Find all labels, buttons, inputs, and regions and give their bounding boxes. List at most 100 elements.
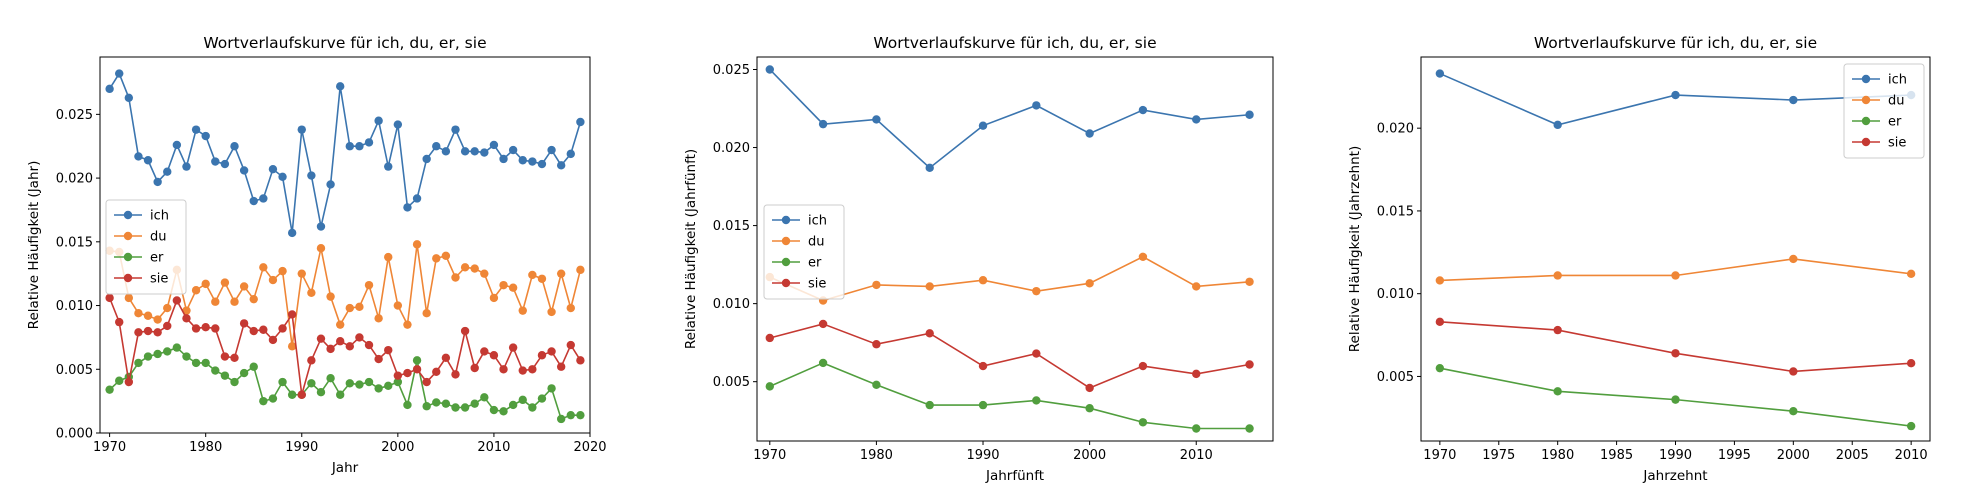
data-point-ich — [556, 161, 566, 170]
data-point-ich — [278, 172, 287, 182]
data-point-er — [765, 382, 774, 391]
data-point-er — [134, 358, 143, 368]
data-point-er — [268, 394, 278, 403]
series-line-sie — [769, 323, 1250, 389]
data-point-er — [508, 400, 518, 410]
data-point-ich — [249, 196, 258, 206]
legend-item-sie: sie — [772, 277, 826, 292]
x-tick-label: 2010 — [1895, 448, 1928, 463]
data-point-sie — [364, 340, 374, 350]
legend-label: du — [808, 235, 825, 250]
data-point-du — [355, 302, 364, 312]
data-point-ich — [307, 171, 316, 180]
legend-label: ich — [808, 214, 827, 229]
data-point-sie — [384, 345, 393, 355]
data-point-sie — [297, 390, 306, 399]
legend: ich du er sie — [1843, 63, 1925, 159]
legend-item-ich: ich — [1852, 73, 1907, 88]
data-point-du — [1789, 254, 1798, 264]
data-point-er — [422, 402, 431, 411]
data-point-sie — [576, 356, 585, 365]
data-point-er — [201, 358, 210, 368]
data-point-ich — [316, 222, 326, 231]
x-tick-label: 1975 — [1482, 448, 1515, 463]
data-point-ich — [1138, 105, 1148, 115]
data-point-sie — [556, 362, 566, 371]
data-point-ich — [403, 203, 412, 212]
series-line-ich — [769, 68, 1250, 169]
data-point-ich — [1553, 120, 1562, 130]
data-point-sie — [422, 377, 431, 387]
y-axis-label: Relative Häufigkeit (Jahrfünft) — [683, 149, 699, 349]
data-point-du — [297, 269, 306, 278]
data-point-er — [163, 347, 172, 356]
x-tick-label: 1980 — [1541, 448, 1574, 463]
data-point-ich — [345, 142, 354, 151]
data-point-ich — [384, 162, 393, 171]
data-point-er — [1032, 396, 1041, 405]
data-point-ich — [422, 154, 431, 164]
data-point-sie — [307, 356, 316, 365]
data-point-du — [403, 320, 412, 329]
data-point-sie — [1906, 359, 1916, 368]
data-point-sie — [143, 326, 153, 336]
data-point-sie — [316, 334, 326, 343]
data-point-du — [124, 293, 134, 303]
data-point-ich — [287, 228, 297, 238]
data-point-sie — [1032, 349, 1041, 358]
x-tick-label: 1990 — [966, 448, 999, 463]
data-point-er — [249, 362, 258, 371]
data-point-du — [1671, 271, 1680, 280]
data-point-du — [432, 254, 441, 263]
data-point-du — [393, 301, 403, 310]
data-point-er — [307, 379, 316, 388]
data-point-ich — [460, 147, 470, 156]
legend-label: du — [1888, 94, 1905, 109]
data-point-ich — [1085, 129, 1094, 138]
data-point-ich — [1245, 110, 1254, 119]
data-point-du — [268, 275, 278, 285]
legend-label: er — [150, 251, 164, 266]
data-point-er — [978, 400, 988, 410]
data-point-ich — [1671, 90, 1680, 100]
x-tick-label: 1970 — [753, 448, 786, 463]
x-tick-label: 1995 — [1718, 448, 1751, 463]
data-point-er — [105, 385, 114, 394]
data-point-sie — [925, 329, 934, 338]
data-point-du — [384, 252, 393, 262]
data-point-er — [1138, 418, 1148, 427]
data-point-du — [230, 297, 239, 306]
data-point-sie — [268, 335, 278, 345]
data-point-sie — [374, 354, 383, 364]
legend-marker-icon — [123, 273, 133, 283]
data-point-sie — [191, 324, 201, 333]
legend-marker-icon — [1861, 74, 1871, 84]
y-tick-label: 0.015 — [1377, 204, 1414, 219]
data-point-du — [239, 282, 249, 291]
data-point-ich — [925, 163, 934, 173]
data-point-sie — [355, 333, 364, 342]
data-point-ich — [191, 125, 201, 134]
y-tick-label: 0.005 — [713, 375, 750, 390]
data-point-du — [978, 276, 988, 285]
data-point-ich — [374, 116, 383, 125]
series-ich — [105, 69, 585, 238]
data-point-sie — [537, 351, 547, 360]
data-point-du — [412, 240, 422, 249]
series-du — [105, 240, 585, 351]
data-point-sie — [134, 328, 143, 337]
legend-marker-icon — [1861, 95, 1871, 105]
data-point-er — [211, 366, 220, 375]
legend-label: sie — [808, 277, 826, 292]
data-point-sie — [978, 361, 988, 371]
data-point-ich — [765, 65, 774, 74]
legend-item-sie: sie — [1852, 136, 1906, 151]
data-point-er — [412, 356, 422, 365]
data-point-sie — [480, 347, 489, 356]
data-point-du — [134, 308, 143, 318]
data-point-du — [480, 269, 489, 278]
data-point-du — [307, 288, 316, 297]
data-point-ich — [211, 157, 220, 166]
data-point-er — [393, 377, 403, 387]
